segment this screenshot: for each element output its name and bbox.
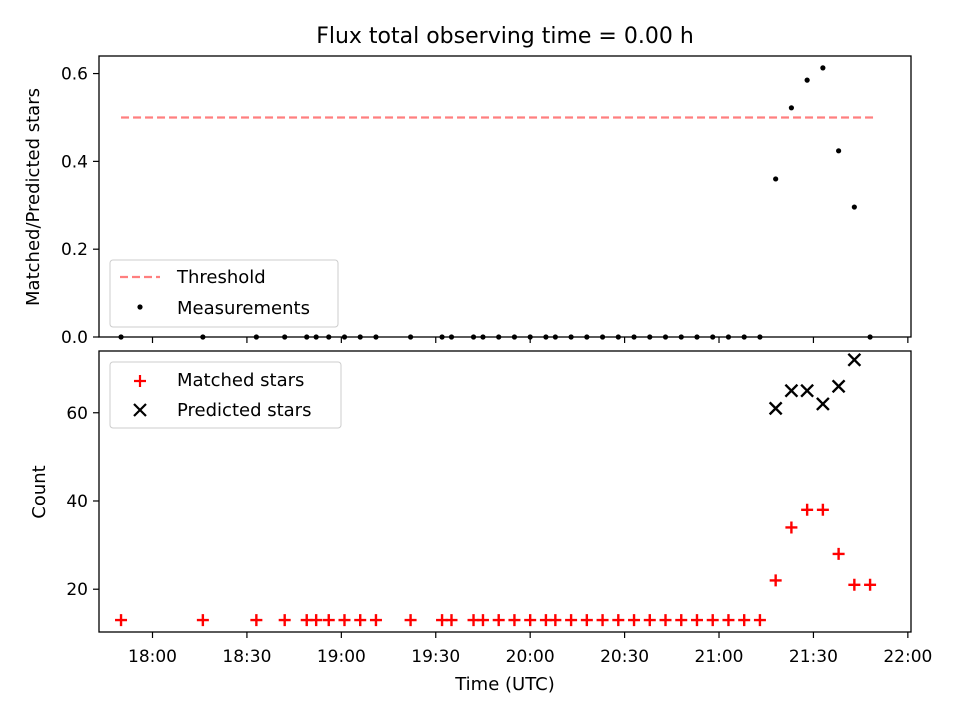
x-tick-label: 20:00: [506, 647, 555, 667]
x-tick-label: 19:00: [317, 647, 366, 667]
matched-star-marker: [278, 614, 291, 627]
matched-star-marker: [115, 614, 128, 627]
matched-star-marker: [565, 614, 578, 627]
matched-star-marker: [643, 614, 656, 627]
matched-star-marker: [628, 614, 641, 627]
predicted-star-marker: [784, 383, 799, 398]
matched-star-marker: [832, 547, 845, 560]
matched-star-marker: [816, 503, 829, 516]
matched-star-marker: [675, 614, 688, 627]
matched-star-marker: [524, 614, 537, 627]
legend-measurements-label: Measurements: [177, 298, 310, 319]
legend-predicted-swatch: [133, 403, 147, 417]
x-tick-label: 22:00: [883, 647, 932, 667]
top-y-tick-label: 0.2: [61, 240, 88, 260]
legend-measurements-swatch: [137, 304, 143, 310]
x-tick-label: 18:30: [222, 647, 271, 667]
matched-star-marker: [476, 614, 489, 627]
bottom-panel: 20 40 60 18:00 18:30 19:00 19:30 20:00 20:30 21:…: [29, 350, 932, 695]
matched-star-marker: [596, 614, 609, 627]
bottom-legend: Matched stars Predicted stars: [109, 361, 342, 429]
matched-star-marker: [310, 614, 323, 627]
top-y-axis-label: Matched/Predicted stars: [23, 88, 44, 306]
legend-matched-label: Matched stars: [177, 370, 304, 391]
matched-star-marker: [769, 574, 782, 587]
matched-star-marker: [196, 614, 209, 627]
matched-star-marker: [354, 614, 367, 627]
predicted-star-marker: [816, 397, 830, 411]
measurement-point: [804, 77, 810, 83]
matched-star-marker: [492, 614, 505, 627]
top-panel: 0.0 0.2 0.4 0.6 Matched/Predicted stars Thr…: [23, 55, 912, 348]
matched-star-marker: [322, 614, 335, 627]
matched-star-marker: [848, 578, 861, 591]
bottom-y-tick-label: 20: [66, 580, 88, 600]
top-legend-box: [109, 259, 339, 328]
bottom-y-tick-label: 40: [66, 492, 88, 512]
measurement-point: [836, 148, 842, 154]
matched-star-marker: [549, 614, 562, 627]
matched-star-marker: [250, 614, 263, 627]
top-legend: Threshold Measurements: [109, 259, 339, 328]
matched-star-marker: [404, 614, 417, 627]
x-tick-label: 21:00: [695, 647, 744, 667]
legend-matched-swatch: [134, 375, 146, 387]
top-axes-frame: [98, 55, 912, 338]
top-y-tick-label: 0.4: [61, 152, 88, 172]
matched-star-marker: [722, 614, 735, 627]
bottom-y-axis-label: Count: [29, 465, 50, 518]
matched-star-marker: [369, 614, 382, 627]
matched-star-marker: [753, 614, 766, 627]
matched-star-marker: [659, 614, 672, 627]
measurement-point: [851, 204, 857, 210]
x-axis-label: Time (UTC): [454, 674, 555, 695]
predicted-star-marker: [847, 352, 862, 367]
x-tick-label: 21:30: [789, 647, 838, 667]
bottom-y-tick-label: 60: [66, 404, 88, 424]
matched-star-marker: [580, 614, 593, 627]
chart-title: Flux total observing time = 0.00 h: [316, 24, 694, 49]
bottom-legend-box: [109, 361, 342, 429]
matched-star-marker: [801, 503, 814, 516]
matched-star-marker: [338, 614, 351, 627]
x-tick-label: 20:30: [600, 647, 649, 667]
x-tick-label: 18:00: [128, 647, 177, 667]
measurement-point: [820, 65, 826, 71]
matched-star-marker: [738, 614, 751, 627]
top-y-tick-label: 0.0: [61, 328, 88, 348]
matched-star-marker: [785, 521, 798, 534]
bottom-axes-frame: [98, 350, 912, 633]
top-y-tick-label: 0.6: [61, 65, 88, 85]
matched-star-marker: [690, 614, 703, 627]
x-tick-label: 19:30: [411, 647, 460, 667]
predicted-star-marker: [800, 383, 814, 398]
matched-star-marker: [864, 578, 877, 591]
legend-threshold-label: Threshold: [176, 267, 266, 288]
predicted-star-marker: [831, 379, 846, 394]
measurement-point: [773, 176, 779, 182]
predicted-star-marker: [768, 401, 783, 416]
measurement-point: [788, 105, 795, 111]
legend-predicted-label: Predicted stars: [177, 400, 311, 421]
matched-star-marker: [508, 614, 521, 627]
matched-star-marker: [445, 614, 458, 627]
matched-star-marker: [612, 614, 625, 627]
matched-star-marker: [706, 614, 719, 627]
